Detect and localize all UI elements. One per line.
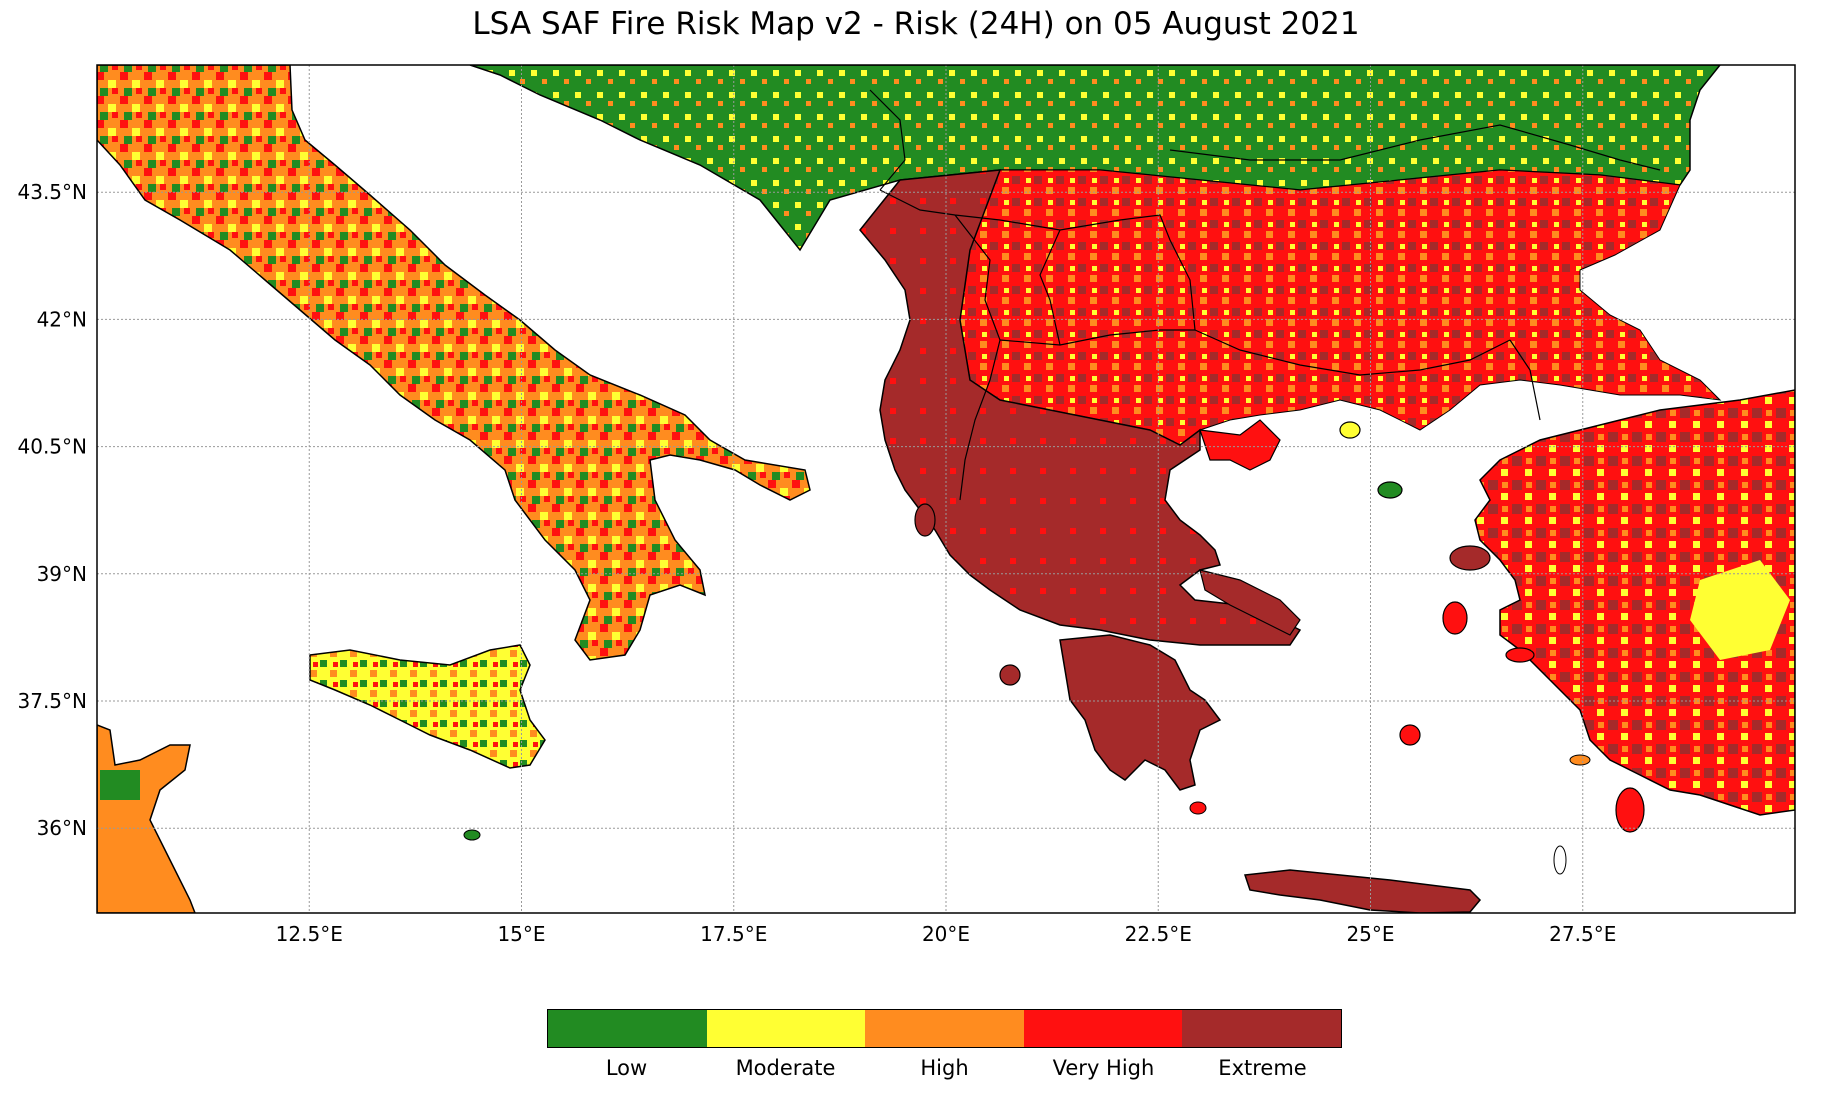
kythira-island: [1189, 801, 1207, 815]
longitude-tick-label: 27.5°E: [1549, 922, 1616, 946]
turkey-region: [1474, 389, 1795, 816]
lemnos-island: [1377, 481, 1403, 499]
chalkidiki-region: [1199, 419, 1281, 471]
colorbar-swatch: [1182, 1010, 1341, 1047]
longitude-tick-label: 22.5°E: [1125, 922, 1192, 946]
map-title: LSA SAF Fire Risk Map v2 - Risk (24H) on…: [472, 6, 1360, 42]
euboea-region: [1199, 569, 1301, 636]
colorbar-label: Very High: [1052, 1056, 1155, 1080]
colorbar-label: Low: [605, 1056, 648, 1080]
kefalonia-island: [999, 664, 1021, 686]
latitude-labels: 43.5°N 42°N 40.5°N 39°N 37.5°N 36°N: [18, 180, 88, 840]
colorbar-swatch: [1023, 1010, 1183, 1047]
colorbar-swatch: [548, 1010, 707, 1047]
colorbar-swatch: [865, 1010, 1024, 1047]
risk-colorbar: [547, 1009, 1342, 1048]
peloponnese-region: [1059, 634, 1222, 791]
longitude-tick-label: 12.5°E: [276, 922, 343, 946]
risk-colorbar-labels: Low Moderate High Very High Extreme: [547, 1056, 1342, 1080]
longitude-tick-label: 25°E: [1346, 922, 1394, 946]
italy-region: [97, 65, 811, 661]
fire-risk-map: 12.5°E 15°E 17.5°E 20°E 22.5°E 25°E 27.5°E 43.…: [18, 64, 1796, 946]
map-frame: [96, 64, 1796, 914]
latitude-tick-label: 43.5°N: [18, 180, 88, 204]
turkey-yellow-patch: [1690, 560, 1790, 660]
latitude-tick-label: 40.5°N: [18, 435, 88, 459]
samos-island: [1505, 647, 1535, 663]
graticule: [97, 65, 1795, 913]
lesbos-island: [1449, 545, 1491, 571]
longitude-labels: 12.5°E 15°E 17.5°E 20°E 22.5°E 25°E 27.5°E: [276, 922, 1617, 946]
malta-island: [463, 829, 481, 841]
latitude-tick-label: 36°N: [37, 816, 87, 840]
colorbar-label: Moderate: [735, 1056, 836, 1080]
chios-island: [1442, 601, 1468, 635]
rhodes-island: [1615, 787, 1645, 833]
naxos-island: [1399, 724, 1421, 746]
colorbar-label: High: [920, 1056, 969, 1080]
corfu-island: [914, 503, 936, 537]
longitude-tick-label: 17.5°E: [700, 922, 767, 946]
kos-island: [1569, 754, 1591, 766]
colorbar-label: Extreme: [1218, 1056, 1307, 1080]
latitude-tick-label: 39°N: [37, 562, 87, 586]
latitude-tick-label: 42°N: [37, 307, 87, 331]
sicily-region: [309, 644, 546, 769]
thasos-island: [1339, 421, 1361, 439]
tunisia-green-strip: [100, 770, 140, 800]
latitude-tick-label: 37.5°N: [18, 689, 88, 713]
country-borders: [869, 89, 1661, 501]
crete-region: [1243, 869, 1482, 913]
karpathos-island: [1553, 845, 1567, 875]
longitude-tick-label: 15°E: [497, 922, 545, 946]
colorbar-swatch: [706, 1010, 866, 1047]
greece-mainland-region: [859, 169, 1302, 646]
longitude-tick-label: 20°E: [922, 922, 970, 946]
